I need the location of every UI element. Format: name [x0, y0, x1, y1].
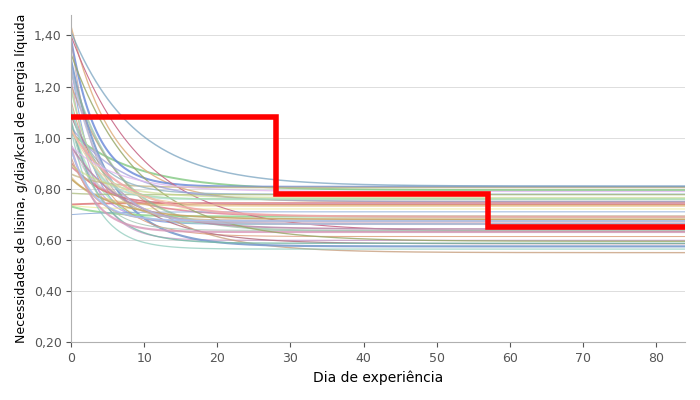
Y-axis label: Necessidades de lisina, g/dia/kcal de energia líquida: Necessidades de lisina, g/dia/kcal de en… — [15, 14, 28, 343]
X-axis label: Dia de experiência: Dia de experiência — [313, 370, 443, 385]
